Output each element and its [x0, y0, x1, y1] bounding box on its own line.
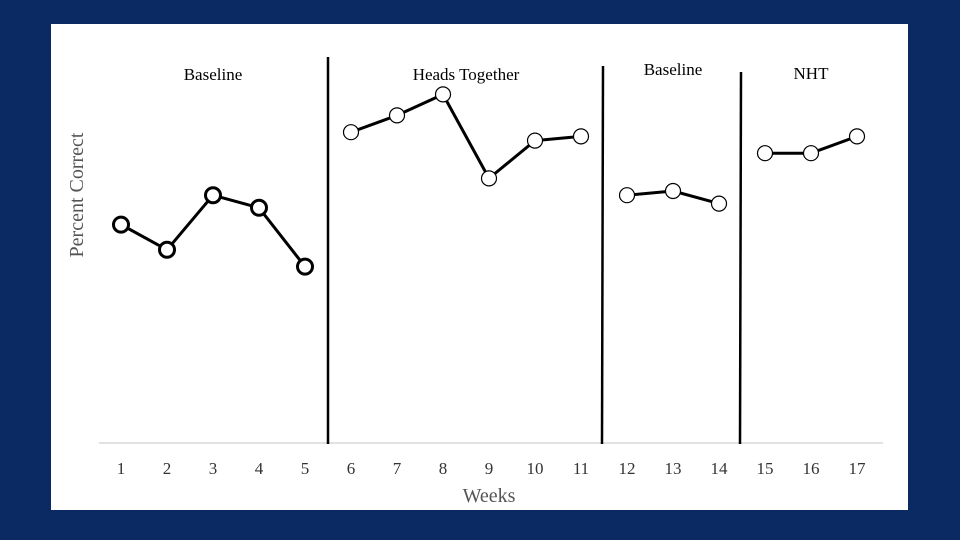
data-point: [342, 124, 360, 141]
x-tick-label: 8: [439, 459, 448, 478]
data-point: [526, 132, 544, 149]
data-point: [710, 195, 728, 212]
data-point: [480, 170, 498, 187]
x-tick-label: 15: [757, 459, 774, 478]
x-tick-label: 1: [117, 459, 126, 478]
phase-change-line: [738, 71, 743, 445]
data-point: [664, 182, 682, 200]
data-point: [848, 128, 866, 145]
x-tick-label: 12: [619, 459, 636, 478]
data-point: [572, 128, 590, 145]
phase-label: Baseline: [644, 60, 703, 79]
x-tick-label: 11: [573, 459, 589, 478]
x-tick-label: 6: [347, 459, 356, 478]
x-tick-label: 14: [711, 459, 729, 478]
data-point: [388, 107, 406, 124]
phase-label: NHT: [794, 64, 830, 83]
x-tick-label: 2: [163, 459, 172, 478]
x-tick-label: 13: [665, 459, 682, 478]
data-point: [250, 198, 268, 217]
x-tick-label: 10: [527, 459, 544, 478]
data-point: [802, 145, 820, 162]
data-point: [204, 186, 222, 205]
x-tick-label: 17: [849, 459, 867, 478]
data-point: [296, 257, 314, 276]
phase-change-line: [600, 65, 605, 445]
data-point: [158, 240, 176, 259]
series-line: [120, 193, 307, 268]
y-axis-title: Percent Correct: [66, 132, 88, 257]
x-tick-label: 5: [301, 459, 310, 478]
phase-label: Heads Together: [413, 65, 520, 84]
data-point: [618, 187, 636, 204]
x-tick-label: 3: [209, 459, 218, 478]
series-line: [350, 92, 582, 180]
x-tick-label: 7: [393, 459, 402, 478]
x-tick-label: 9: [485, 459, 494, 478]
data-point: [434, 86, 452, 103]
phase-label: Baseline: [184, 65, 243, 84]
data-point: [756, 145, 774, 162]
data-point: [112, 215, 130, 234]
x-tick-label: 16: [803, 459, 820, 478]
x-tick-label: 4: [255, 459, 264, 478]
x-axis-title: Weeks: [463, 485, 516, 507]
